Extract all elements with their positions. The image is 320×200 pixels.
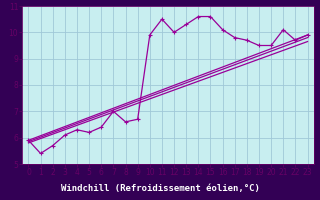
Text: Windchill (Refroidissement éolien,°C): Windchill (Refroidissement éolien,°C)	[60, 184, 260, 192]
